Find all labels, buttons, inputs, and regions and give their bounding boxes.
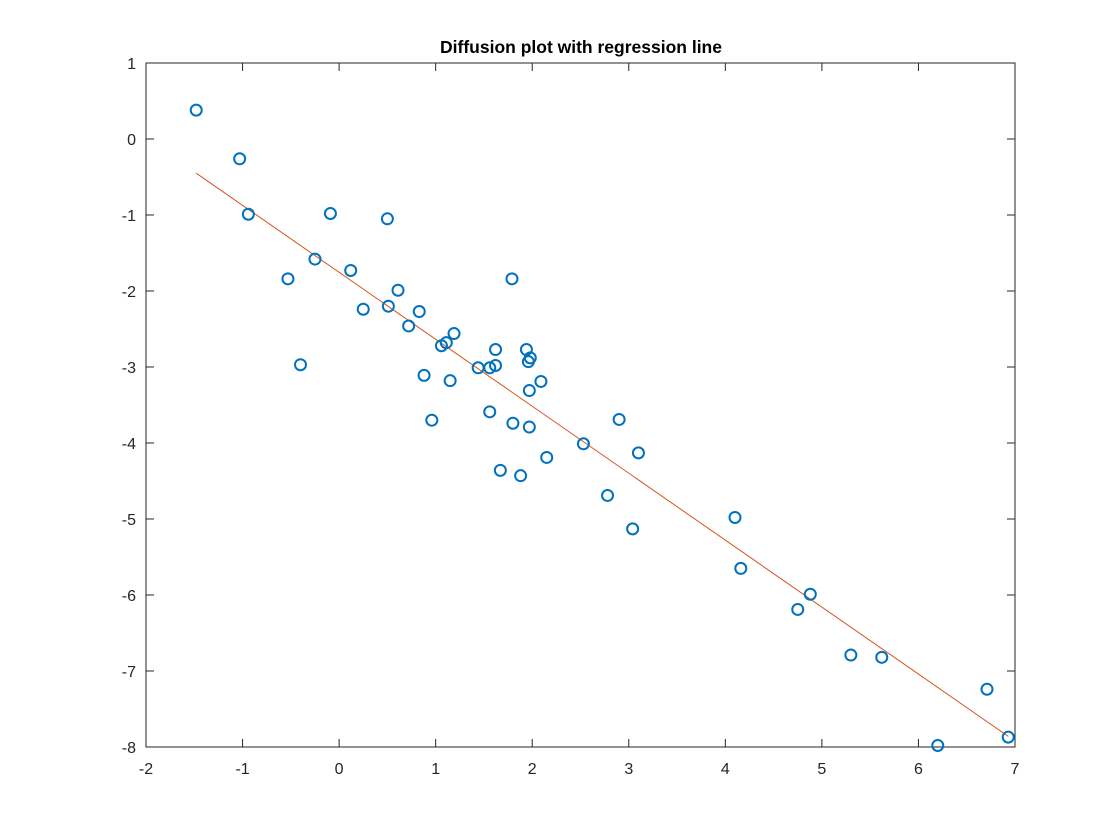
x-tick-label: 4 (721, 761, 730, 778)
data-point (381, 299, 395, 313)
data-point (506, 416, 520, 430)
y-tick-label: 0 (127, 132, 136, 149)
data-point (791, 602, 805, 616)
y-tick-label: 1 (127, 56, 136, 73)
y-tick-label: -8 (122, 740, 136, 757)
y-tick-label: -3 (122, 360, 136, 377)
axes-box (145, 62, 1016, 748)
data-point (980, 682, 994, 696)
data-point (844, 648, 858, 662)
data-point (631, 446, 645, 460)
data-point (443, 374, 457, 388)
data-point (505, 272, 519, 286)
data-point (281, 272, 295, 286)
data-point (534, 374, 548, 388)
y-tick-label: -7 (122, 664, 136, 681)
data-point (402, 319, 416, 333)
data-point (734, 561, 748, 575)
x-tick-label: 6 (914, 761, 923, 778)
data-point (803, 587, 817, 601)
data-point (233, 152, 247, 166)
data-point (417, 368, 431, 382)
x-tick-label: 0 (335, 761, 344, 778)
y-tick-label: -1 (122, 208, 136, 225)
regression-layer (195, 172, 1009, 737)
data-point (523, 351, 537, 365)
regression-line (195, 172, 1009, 737)
data-point (522, 384, 536, 398)
y-tick-label: -5 (122, 512, 136, 529)
x-tick-label: -1 (235, 761, 249, 778)
x-tick-label: 5 (817, 761, 826, 778)
data-point (728, 510, 742, 524)
data-point (241, 207, 255, 221)
data-point (1001, 730, 1015, 744)
x-tick-label: 7 (1011, 761, 1020, 778)
data-point (493, 463, 507, 477)
data-point (514, 469, 528, 483)
points-layer (189, 103, 1015, 752)
data-point (489, 358, 503, 372)
data-point (189, 103, 203, 117)
data-point (576, 437, 590, 451)
data-point (875, 650, 889, 664)
data-point (447, 327, 461, 341)
data-point (612, 412, 626, 426)
y-tick-label: -6 (122, 588, 136, 605)
data-point (439, 336, 453, 350)
x-ticks: -2 -1 0 1 2 3 4 5 6 7 (139, 63, 1020, 778)
data-point (344, 263, 358, 277)
data-point (412, 305, 426, 319)
y-tick-label: -2 (122, 284, 136, 301)
data-point (483, 405, 497, 419)
data-point (425, 413, 439, 427)
x-tick-label: 1 (431, 761, 440, 778)
y-ticks: -8 -7 -6 -5 -4 -3 -2 -1 0 1 (122, 56, 1015, 757)
data-point (356, 302, 370, 316)
data-point (489, 343, 503, 357)
chart-title: Diffusion plot with regression line (440, 37, 722, 57)
data-point (540, 450, 554, 464)
data-point (471, 361, 485, 375)
data-point (323, 206, 337, 220)
data-point (601, 488, 615, 502)
data-point (931, 738, 945, 752)
data-point (522, 420, 536, 434)
data-point (626, 522, 640, 536)
data-point (380, 212, 394, 226)
data-point (483, 361, 497, 375)
y-tick-label: -4 (122, 436, 136, 453)
x-tick-label: 3 (624, 761, 633, 778)
data-point (391, 283, 405, 297)
data-point (293, 358, 307, 372)
x-tick-label: 2 (528, 761, 537, 778)
x-tick-label: -2 (139, 761, 153, 778)
data-point (308, 252, 322, 266)
